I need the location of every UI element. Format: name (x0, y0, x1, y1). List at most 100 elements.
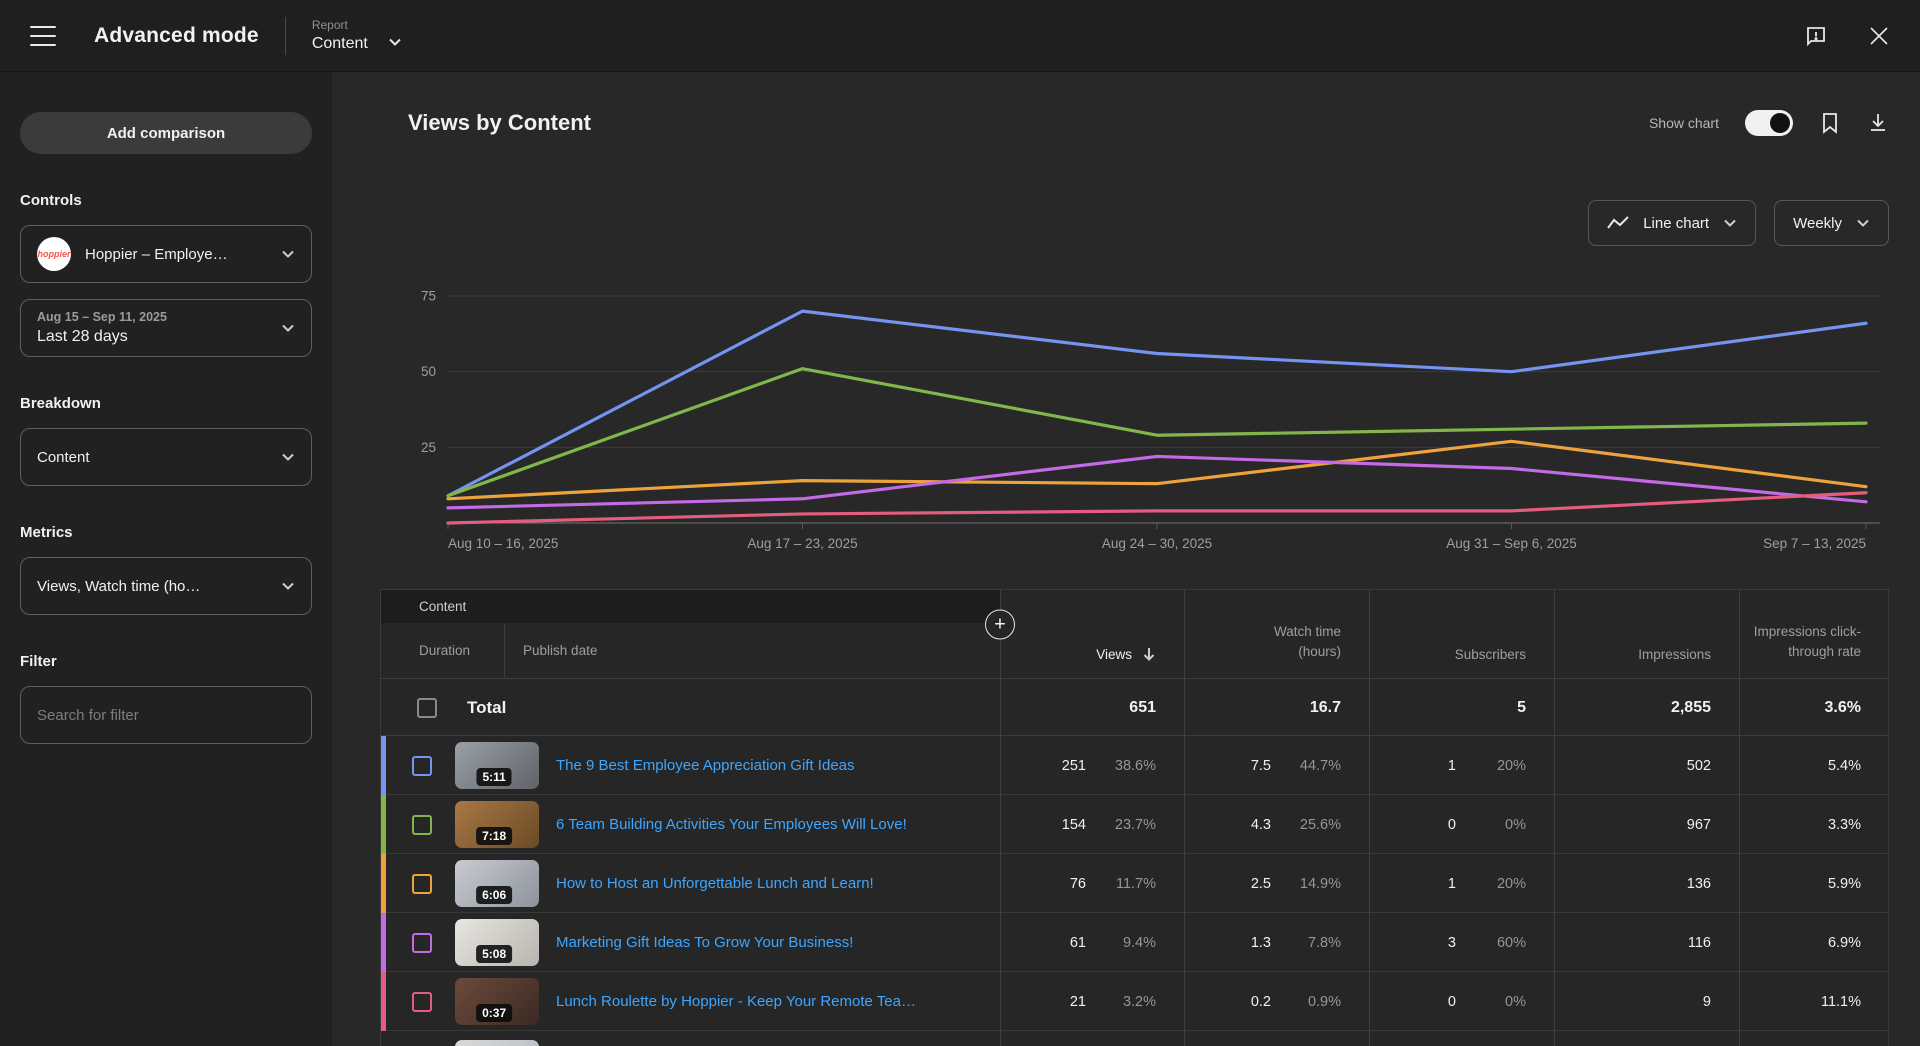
date-range-dropdown[interactable]: Aug 15 – Sep 11, 2025 Last 28 days (20, 299, 312, 357)
granularity-dropdown[interactable]: Weekly (1774, 200, 1889, 246)
channel-dropdown[interactable]: hoppier Hoppier – Employe… (20, 225, 312, 283)
subscribers-percent: 0% (1505, 816, 1526, 833)
video-duration-badge: 6:06 (476, 886, 513, 904)
video-title-link[interactable]: Marketing Gift Ideas To Grow Your Busine… (556, 934, 854, 951)
breakdown-heading: Breakdown (20, 395, 101, 412)
add-column-button[interactable]: + (985, 609, 1015, 640)
video-title-link[interactable]: The 9 Best Employee Appreciation Gift Id… (556, 757, 855, 774)
chart-type-value: Line chart (1643, 214, 1710, 232)
chevron-down-icon (388, 35, 402, 49)
row-checkbox[interactable] (412, 932, 432, 953)
chevron-down-icon (1856, 216, 1870, 230)
subscribers-percent: 20% (1496, 875, 1526, 892)
column-header-duration[interactable]: Duration (419, 643, 471, 658)
row-checkbox[interactable] (412, 873, 432, 894)
video-thumbnail[interactable] (455, 1040, 539, 1046)
impressions-ctr-value: 3.3% (1827, 816, 1861, 833)
breakdown-dropdown[interactable]: Content (20, 428, 312, 486)
table-total-row: Total 651 16.7 5 2,855 3.6% (381, 679, 1888, 736)
views-percent: 9.4% (1122, 934, 1156, 951)
video-thumbnail[interactable]: 5:11 (455, 742, 539, 789)
column-header-content[interactable]: Content (381, 590, 1000, 623)
report-label: Report (311, 18, 348, 32)
save-report-button[interactable] (1819, 111, 1841, 135)
chart-type-dropdown[interactable]: Line chart (1588, 200, 1757, 246)
table-row: 5:11 The 9 Best Employee Appreciation Gi… (381, 736, 1888, 795)
subscribers-percent: 20% (1496, 757, 1526, 774)
column-header-impressions[interactable]: Impressions (1554, 590, 1739, 678)
impressions-value: 502 (1686, 757, 1711, 774)
filter-search-input[interactable] (20, 686, 312, 744)
video-title-link[interactable]: 6 Team Building Activities Your Employee… (556, 816, 907, 833)
watch-time-value: 0.2 (1250, 993, 1271, 1010)
watch-time-value: 7.5 (1250, 757, 1271, 774)
impressions-ctr-value: 5.4% (1827, 757, 1861, 774)
line-chart-icon (1607, 216, 1629, 229)
watch-time-percent: 25.6% (1299, 816, 1341, 833)
video-thumbnail[interactable]: 0:37 (455, 978, 539, 1025)
metrics-dropdown[interactable]: Views, Watch time (ho… (20, 557, 312, 615)
channel-avatar: hoppier (37, 237, 71, 271)
line-chart[interactable]: 25 50 75 Aug 10 – 16, 2025 Aug 17 – 23, 2025… (400, 266, 1889, 556)
main-panel: Views by Content Show chart (332, 72, 1920, 1046)
filter-heading: Filter (20, 653, 57, 670)
column-header-views[interactable]: Views (1000, 590, 1184, 678)
select-all-checkbox[interactable] (417, 697, 437, 718)
watch-time-value: 1.3 (1250, 934, 1271, 951)
views-percent: 23.7% (1114, 816, 1156, 833)
views-value: 61 (1069, 934, 1086, 951)
video-title-link[interactable]: How to Host an Unforgettable Lunch and L… (556, 875, 874, 892)
chevron-down-icon (281, 579, 295, 593)
table-row: 6:06 How to Host an Unforgettable Lunch … (381, 854, 1888, 913)
impressions-value: 116 (1687, 934, 1711, 951)
row-checkbox[interactable] (412, 755, 432, 776)
show-chart-label: Show chart (1648, 115, 1719, 131)
video-thumbnail[interactable]: 5:08 (455, 919, 539, 966)
video-title-link[interactable]: Lunch Roulette by Hoppier - Keep Your Re… (556, 993, 926, 1010)
controls-sidebar: Add comparison Controls hoppier Hoppier … (0, 72, 332, 1046)
table-header: Content Duration Publish date Views Watc… (381, 590, 1888, 679)
watch-time-percent: 14.9% (1299, 875, 1341, 892)
breakdown-value: Content (37, 448, 90, 466)
add-comparison-button[interactable]: Add comparison (20, 112, 312, 154)
subscribers-value: 1 (1447, 757, 1456, 774)
impressions-ctr-value: 11.1% (1820, 993, 1861, 1010)
feedback-button[interactable] (1804, 24, 1828, 48)
row-checkbox[interactable] (412, 991, 432, 1012)
row-checkbox[interactable] (412, 814, 432, 835)
svg-text:Aug 24 – 30, 2025: Aug 24 – 30, 2025 (1102, 536, 1212, 551)
granularity-value: Weekly (1793, 214, 1842, 232)
views-value: 154 (1061, 816, 1086, 833)
chevron-down-icon (1723, 216, 1737, 230)
chevron-down-icon (281, 247, 295, 261)
video-thumbnail[interactable]: 7:18 (455, 801, 539, 848)
close-button[interactable] (1868, 25, 1890, 47)
subscribers-value: 0 (1447, 993, 1456, 1010)
views-value: 251 (1061, 757, 1086, 774)
report-selector[interactable]: Report Content (312, 18, 402, 53)
watch-time-percent: 44.7% (1299, 757, 1341, 774)
column-header-publish-date[interactable]: Publish date (523, 643, 598, 658)
row-accent-bar (381, 795, 386, 854)
video-thumbnail[interactable]: 6:06 (455, 860, 539, 907)
sort-descending-icon (1143, 648, 1155, 661)
svg-text:Aug 10 – 16, 2025: Aug 10 – 16, 2025 (448, 536, 558, 551)
views-percent: 38.6% (1114, 757, 1156, 774)
metrics-value: Views, Watch time (ho… (37, 577, 201, 595)
report-value: Content (311, 35, 368, 52)
download-icon (1871, 114, 1885, 131)
watch-time-percent: 0.9% (1307, 993, 1341, 1010)
column-header-watch-time[interactable]: Watch time (hours) (1184, 590, 1369, 678)
subscribers-percent: 0% (1505, 993, 1526, 1010)
row-accent-bar (381, 913, 386, 972)
row-accent-bar (381, 854, 386, 913)
svg-text:Sep 7 – 13, 2025: Sep 7 – 13, 2025 (1763, 536, 1866, 551)
show-chart-toggle[interactable] (1745, 110, 1793, 136)
menu-icon[interactable] (30, 25, 56, 46)
column-header-impressions-ctr[interactable]: Impressions click-through rate (1739, 590, 1889, 678)
download-button[interactable] (1867, 111, 1889, 135)
column-header-subscribers[interactable]: Subscribers (1369, 590, 1554, 678)
impressions-value: 967 (1686, 816, 1711, 833)
subscribers-percent: 60% (1496, 934, 1526, 951)
total-subscribers: 5 (1369, 679, 1554, 736)
